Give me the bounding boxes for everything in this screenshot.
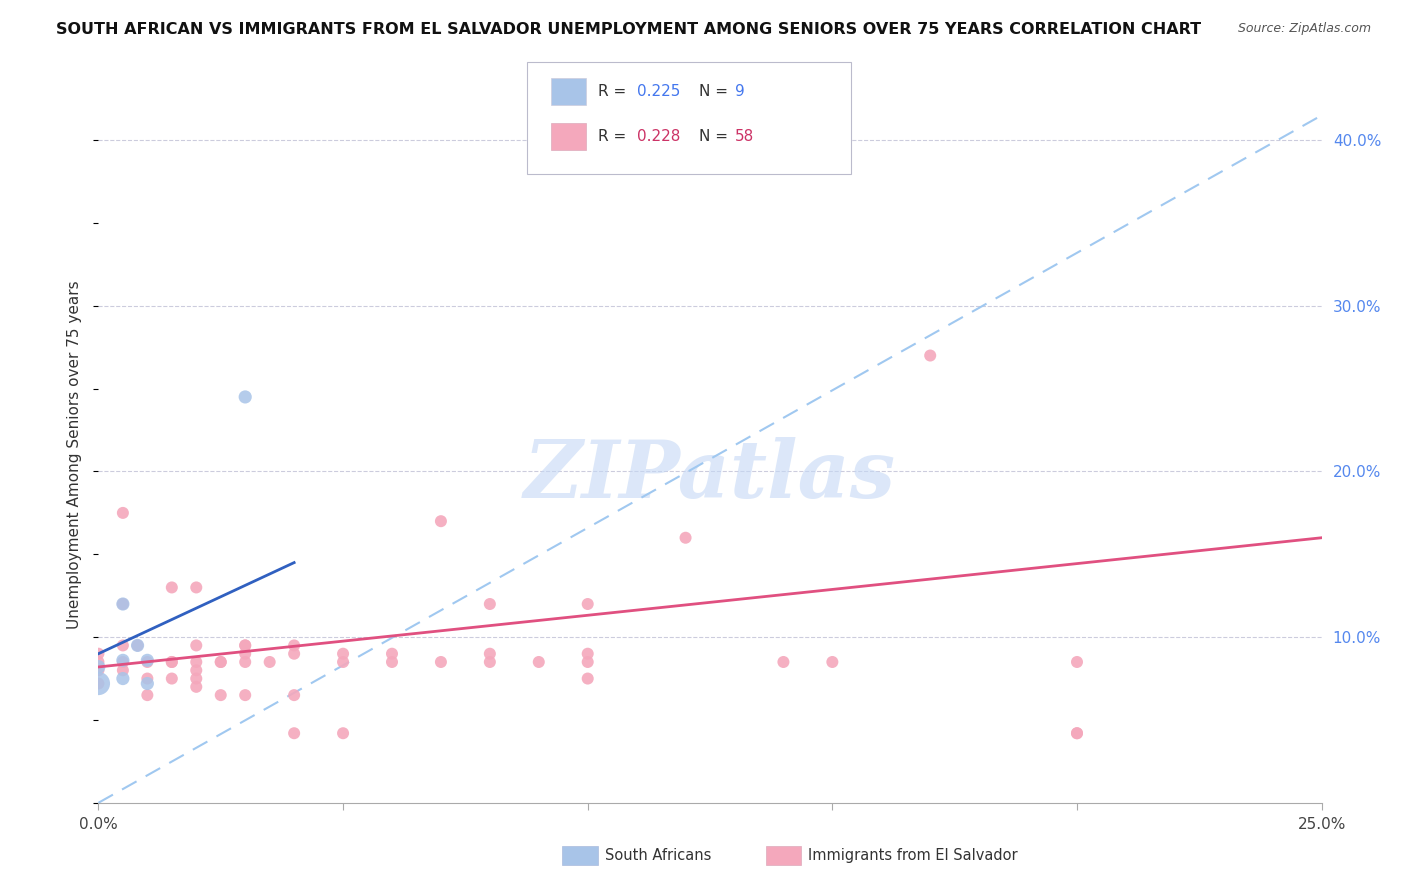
Point — [209, 655, 232, 669]
Point — [821, 655, 844, 669]
Point — [160, 655, 183, 669]
Point — [233, 688, 256, 702]
Point — [186, 581, 208, 595]
Point — [283, 726, 305, 740]
Y-axis label: Unemployment Among Seniors over 75 years: Unemployment Among Seniors over 75 years — [67, 281, 83, 629]
Point — [186, 680, 208, 694]
Point — [332, 647, 354, 661]
Point — [111, 655, 134, 669]
Point — [127, 639, 149, 653]
Point — [527, 655, 550, 669]
Text: 9: 9 — [735, 85, 745, 99]
Point — [186, 663, 208, 677]
Point — [87, 663, 110, 677]
Point — [283, 647, 305, 661]
Point — [332, 726, 354, 740]
Point — [576, 597, 599, 611]
Point — [136, 688, 159, 702]
Point — [111, 597, 134, 611]
Point — [111, 639, 134, 653]
Point — [160, 672, 183, 686]
Point — [1066, 726, 1088, 740]
Point — [160, 581, 183, 595]
Point — [160, 655, 183, 669]
Point — [430, 514, 453, 528]
Point — [136, 653, 159, 667]
Text: Immigrants from El Salvador: Immigrants from El Salvador — [808, 848, 1018, 863]
Point — [87, 660, 110, 674]
Text: ZIPatlas: ZIPatlas — [524, 437, 896, 515]
Point — [186, 639, 208, 653]
Text: R =: R = — [598, 129, 631, 144]
Point — [87, 676, 110, 690]
Point — [87, 676, 110, 690]
Point — [136, 672, 159, 686]
Point — [1066, 655, 1088, 669]
Point — [209, 655, 232, 669]
Point — [381, 647, 404, 661]
Point — [111, 653, 134, 667]
Text: N =: N = — [699, 85, 738, 99]
Point — [87, 647, 110, 661]
Text: 0.228: 0.228 — [637, 129, 681, 144]
Point — [478, 597, 501, 611]
Point — [332, 655, 354, 669]
Point — [233, 639, 256, 653]
Point — [136, 676, 159, 690]
Point — [675, 531, 697, 545]
Point — [209, 688, 232, 702]
Text: N =: N = — [699, 129, 733, 144]
Point — [478, 647, 501, 661]
Point — [478, 655, 501, 669]
Text: SOUTH AFRICAN VS IMMIGRANTS FROM EL SALVADOR UNEMPLOYMENT AMONG SENIORS OVER 75 : SOUTH AFRICAN VS IMMIGRANTS FROM EL SALV… — [56, 22, 1201, 37]
Point — [233, 390, 256, 404]
Point — [772, 655, 794, 669]
Point — [111, 663, 134, 677]
Point — [576, 655, 599, 669]
Point — [283, 688, 305, 702]
Text: 0.225: 0.225 — [637, 85, 681, 99]
Point — [576, 672, 599, 686]
Point — [186, 655, 208, 669]
Point — [233, 639, 256, 653]
Text: R =: R = — [598, 85, 631, 99]
Point — [920, 349, 942, 363]
Point — [111, 506, 134, 520]
Point — [233, 647, 256, 661]
Text: Source: ZipAtlas.com: Source: ZipAtlas.com — [1237, 22, 1371, 36]
Point — [186, 672, 208, 686]
Point — [136, 655, 159, 669]
Point — [259, 655, 281, 669]
Point — [430, 655, 453, 669]
Text: 58: 58 — [735, 129, 755, 144]
Point — [576, 647, 599, 661]
Text: South Africans: South Africans — [605, 848, 711, 863]
Point — [127, 639, 149, 653]
Point — [233, 655, 256, 669]
Point — [381, 655, 404, 669]
Point — [111, 597, 134, 611]
Point — [283, 639, 305, 653]
Point — [111, 672, 134, 686]
Point — [1066, 726, 1088, 740]
Point — [87, 655, 110, 669]
